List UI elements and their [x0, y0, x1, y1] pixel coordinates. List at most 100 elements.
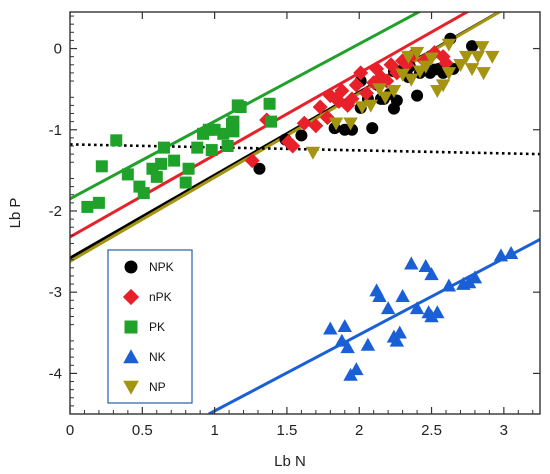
data-point-np: [459, 50, 474, 64]
data-point-nk: [389, 333, 405, 347]
data-point-pk: [234, 101, 247, 114]
data-point-npk: [390, 94, 403, 107]
x-tick-label: 1.5: [276, 422, 297, 439]
data-point-pk: [81, 200, 94, 213]
data-point-npk: [438, 55, 454, 71]
data-point-np: [474, 41, 490, 55]
data-point-npk: [308, 118, 324, 134]
x-tick-label: 2.5: [421, 422, 442, 439]
legend-marker-pk: [124, 320, 138, 334]
data-point-nk: [349, 362, 364, 376]
data-point-nk: [360, 337, 376, 351]
x-tick-label: 0: [66, 422, 74, 439]
data-point-nk: [380, 301, 396, 315]
x-axis-title: Lb N: [274, 453, 306, 470]
data-point-npk: [466, 40, 479, 53]
data-point-np: [372, 83, 387, 97]
data-point-nk: [372, 289, 387, 303]
data-point-pk: [217, 127, 230, 140]
plot-frame: [69, 11, 541, 415]
data-point-np: [418, 60, 433, 74]
x-tick-label: 0.5: [132, 422, 153, 439]
data-point-np: [424, 52, 439, 66]
legend-box: [107, 249, 193, 404]
data-point-nk: [467, 270, 483, 284]
data-point-nk: [430, 305, 445, 319]
legend-label-np: NP: [149, 380, 166, 394]
data-point-pk: [179, 176, 192, 189]
data-point-npk: [296, 115, 312, 131]
y-axis-title: Lb P: [7, 198, 24, 229]
data-point-nk: [334, 333, 350, 347]
data-point-pk: [121, 168, 134, 181]
data-point-npk: [312, 99, 328, 115]
data-point-nk: [503, 246, 519, 259]
legend-label-nk: NK: [149, 350, 166, 364]
data-point-nk: [337, 319, 352, 333]
fit-line-pk: [70, 12, 422, 201]
data-point-np: [485, 50, 500, 64]
data-point-npk: [295, 129, 308, 142]
x-axis-ticks: 0 0.5 1 1.5 2 2.5 3: [66, 12, 534, 439]
data-point-pk: [225, 118, 238, 131]
data-point-np: [354, 101, 370, 115]
y-axis-ticks: 0 -1 -2 -3 -4: [49, 15, 540, 407]
data-point-npk: [411, 89, 424, 102]
data-point-npk: [348, 77, 364, 93]
data-point-nk: [323, 321, 338, 335]
data-point-npk: [358, 85, 374, 101]
data-point-nk: [340, 340, 355, 354]
x-tick-label: 3: [500, 422, 508, 439]
data-point-pk: [110, 134, 123, 147]
data-point-pk: [191, 141, 204, 154]
legend-label-npk: nPK: [149, 290, 172, 304]
data-point-pk: [263, 97, 276, 110]
legend-label-npk: NPK: [149, 260, 174, 274]
data-point-pk: [208, 123, 221, 136]
data-point-nk: [418, 258, 433, 272]
data-point-npk: [285, 138, 301, 154]
data-point-nk: [441, 278, 457, 292]
data-point-np: [328, 117, 344, 131]
x-tick-label: 2: [355, 422, 363, 439]
data-point-pk: [265, 115, 278, 128]
data-point-npk: [399, 57, 415, 73]
data-point-npk: [366, 122, 379, 135]
reference-line-layer: [69, 143, 541, 156]
y-tick-label: -1: [49, 122, 62, 139]
data-point-nk: [424, 267, 439, 281]
data-point-pk: [92, 196, 105, 209]
data-point-npk: [334, 83, 350, 99]
x-tick-label: 1: [210, 422, 218, 439]
data-point-pk: [205, 144, 218, 157]
y-tick-label: -3: [49, 284, 62, 301]
legend-marker-np: [123, 380, 139, 395]
data-point-np: [404, 73, 419, 87]
data-point-np: [470, 50, 486, 64]
data-point-np: [386, 85, 402, 98]
data-point-np: [363, 99, 378, 113]
data-point-pk: [158, 141, 170, 154]
y-tick-label: 0: [54, 41, 62, 58]
data-point-npk: [253, 162, 266, 175]
data-point-nk: [409, 301, 425, 315]
data-point-np: [409, 46, 425, 60]
data-point-np: [435, 79, 451, 93]
data-point-nk: [395, 289, 410, 303]
y-tick-label: -4: [49, 365, 62, 382]
data-point-pk: [137, 187, 150, 200]
data-point-nk: [392, 325, 407, 339]
data-points: [81, 32, 519, 381]
data-point-np: [343, 117, 358, 131]
data-point-nk: [404, 256, 419, 270]
data-point-np: [476, 67, 491, 81]
data-point-np: [401, 50, 416, 64]
legend-marker-npk: [124, 260, 138, 274]
legend-label-pk: PK: [149, 320, 165, 334]
data-point-pk: [95, 160, 108, 173]
data-point-pk: [168, 154, 181, 167]
data-point-pk: [155, 157, 168, 170]
fit-line-nk: [208, 238, 540, 414]
data-point-pk: [182, 162, 195, 175]
